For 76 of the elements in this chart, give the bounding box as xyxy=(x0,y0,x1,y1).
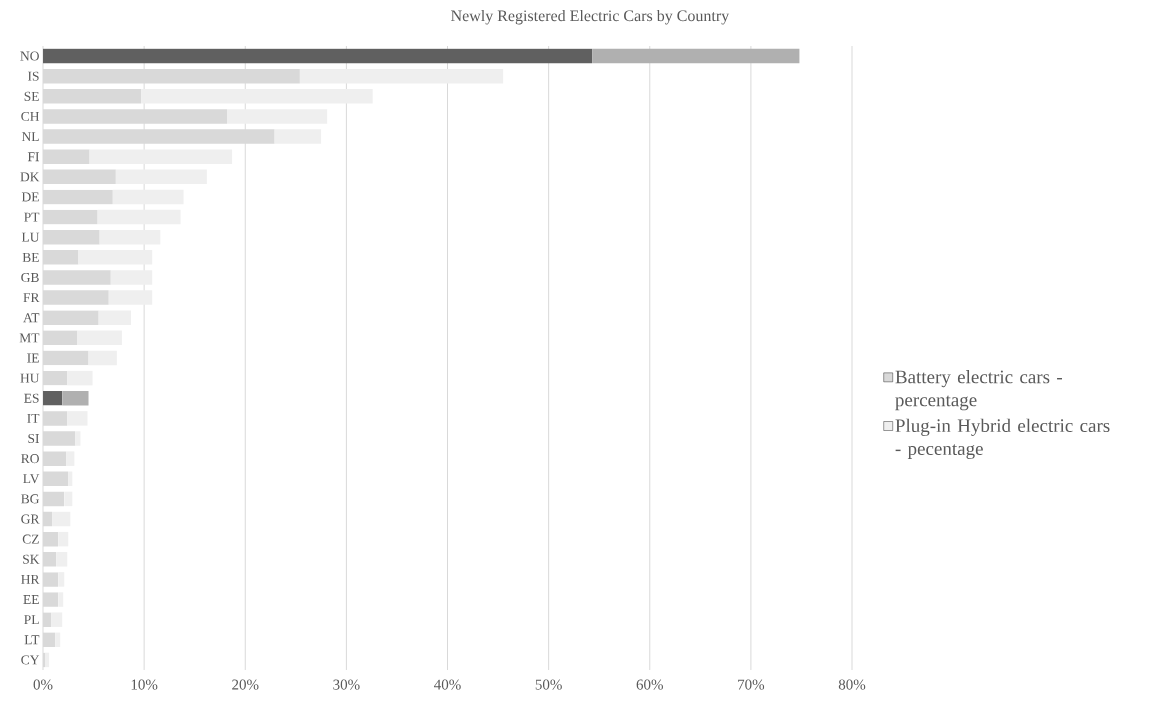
y-tick-label: SI xyxy=(28,433,39,444)
bar xyxy=(75,431,81,446)
bar xyxy=(98,310,131,325)
bar xyxy=(97,209,181,225)
y-tick-label: DK xyxy=(20,172,40,182)
x-tick-label: 50% xyxy=(535,679,562,690)
y-tick-label: DE xyxy=(21,192,39,202)
bar xyxy=(112,189,184,205)
bar xyxy=(141,89,373,104)
text: Plug-in Hybrid electric cars - pecentage xyxy=(895,418,1110,459)
y-tick-label: FI xyxy=(27,152,39,162)
bar xyxy=(68,471,73,487)
x-tick-label: 10% xyxy=(131,679,158,690)
bar xyxy=(52,511,71,527)
bar xyxy=(110,270,153,285)
x-tick-label: 70% xyxy=(738,679,765,690)
bar xyxy=(67,411,88,426)
y-tick-label: GR xyxy=(21,514,40,524)
y-tick-label: NL xyxy=(21,132,39,141)
bar xyxy=(77,330,122,346)
x-tick-label: 30% xyxy=(333,679,360,690)
y-tick-label: PT xyxy=(24,212,40,222)
y-tick-label: LV xyxy=(23,474,40,484)
chart-title: Newly Registered Electric Cars by Country xyxy=(451,9,730,25)
bar xyxy=(88,350,117,366)
y-tick-label: LU xyxy=(21,232,40,242)
y-tick-label: CY xyxy=(21,655,40,665)
y-tick-label: HR xyxy=(21,574,40,584)
y-tick-label: IE xyxy=(27,353,39,363)
bar xyxy=(58,592,64,607)
x-tick-label: 60% xyxy=(636,679,663,690)
legend-label: Battery electric cars - percentage xyxy=(895,370,1062,411)
bar xyxy=(89,149,233,164)
bar xyxy=(55,632,61,648)
bar xyxy=(64,491,73,507)
y-tick-label: MT xyxy=(19,333,40,343)
y-tick-label: SK xyxy=(23,554,40,564)
y-tick-label: FR xyxy=(23,293,40,303)
bar xyxy=(274,129,322,144)
bar xyxy=(62,391,89,406)
x-tick-label: 80% xyxy=(838,679,866,690)
y-tick-label: AT xyxy=(23,313,40,323)
y-tick-label: BE xyxy=(22,252,39,262)
bar xyxy=(592,48,800,64)
y-tick-label: BG xyxy=(21,494,40,504)
bar xyxy=(227,109,328,124)
y-tick-label: PL xyxy=(24,615,39,625)
bar xyxy=(56,552,68,567)
bar xyxy=(115,169,207,185)
y-tick-label: HU xyxy=(20,373,40,383)
bar xyxy=(67,370,93,386)
y-tick-label: IS xyxy=(27,71,39,81)
y-tick-label: GB xyxy=(21,272,39,283)
bar xyxy=(78,250,153,265)
y-tick-label: SE xyxy=(24,91,39,101)
bar xyxy=(43,391,63,406)
y-tick-label: LT xyxy=(24,635,40,645)
y-tick-label: CZ xyxy=(22,534,39,544)
bar xyxy=(99,229,161,245)
y-tick-label: EE xyxy=(23,595,39,604)
x-tick-label: 40% xyxy=(434,679,461,690)
bar xyxy=(108,290,153,305)
x-tick-label: 20% xyxy=(232,679,259,690)
y-tick-label: IT xyxy=(27,413,40,423)
y-tick-label: CH xyxy=(21,111,40,121)
bar xyxy=(43,48,593,64)
bar xyxy=(58,531,69,547)
bar xyxy=(299,68,504,84)
bar xyxy=(58,572,65,587)
bar xyxy=(45,652,50,668)
x-tick-label: 0% xyxy=(33,679,53,690)
y-tick-label: ES xyxy=(24,393,39,403)
y-tick-label: RO xyxy=(21,454,39,464)
bar xyxy=(66,451,75,466)
y-tick-label: NO xyxy=(20,51,39,61)
bar xyxy=(51,612,63,627)
